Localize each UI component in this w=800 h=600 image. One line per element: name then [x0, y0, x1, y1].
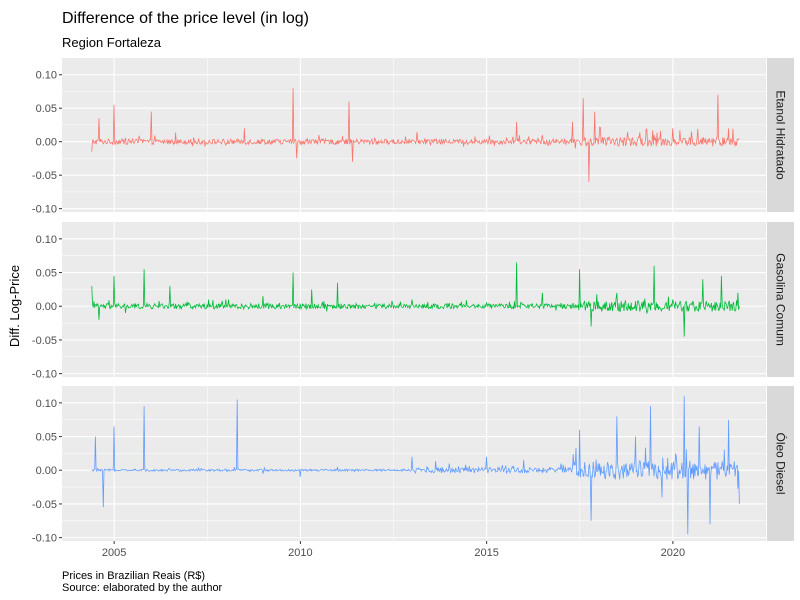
panel-background	[62, 386, 766, 541]
facet-strip	[767, 386, 794, 541]
y-tick-label: 0.00	[36, 301, 57, 313]
facet-strip-label: Óleo Diesel	[774, 432, 789, 494]
y-tick-label: 0.00	[36, 465, 57, 477]
x-tick-label: 2015	[474, 547, 498, 559]
facet-panel-3: -0.10 -0.05 0.00 0.05 0.10 Óleo Diesel	[32, 386, 794, 545]
y-tick-label: -0.05	[32, 170, 57, 182]
y-tick-label: 0.10	[36, 234, 57, 246]
y-axis-label: Diff. Log-Price	[7, 265, 22, 347]
y-tick-label: -0.10	[32, 204, 57, 216]
facet-strip-label: Gasolina Comum	[774, 253, 788, 346]
y-tick-label: 0.10	[36, 398, 57, 410]
series-line-3	[91, 396, 740, 535]
facet-strip-label: Etanol Hidratado	[774, 90, 788, 180]
y-tick-label: -0.10	[32, 533, 57, 545]
x-tick-label: 2010	[288, 547, 312, 559]
x-tick-label: 2005	[102, 547, 126, 559]
y-tick-label: 0.10	[36, 70, 57, 82]
y-tick-label: 0.05	[36, 268, 57, 280]
chart-title: Difference of the price level (in log)	[62, 10, 309, 27]
caption-line-1: Prices in Brazilian Reais (R$)	[62, 570, 205, 582]
caption-line-2: Source: elaborated by the author	[62, 582, 223, 594]
x-tick-label: 2020	[661, 547, 685, 559]
y-tick-label: -0.05	[32, 499, 57, 511]
facet-panel-1: -0.10 -0.05 0.00 0.05 0.10 Etanol Hidratado	[32, 58, 794, 216]
series-line-2	[91, 262, 740, 337]
y-tick-label: -0.05	[32, 335, 57, 347]
panel-background	[62, 58, 766, 212]
facet-strip	[767, 222, 794, 377]
facet-strip	[767, 58, 794, 212]
y-tick-label: 0.05	[36, 103, 57, 115]
y-tick-label: 0.00	[36, 137, 57, 149]
series-line-1	[91, 88, 740, 182]
y-tick-label: 0.05	[36, 432, 57, 444]
y-tick-label: -0.10	[32, 369, 57, 381]
facet-panel-2: -0.10 -0.05 0.00 0.05 0.10 Gasolina Comum	[32, 222, 794, 381]
panel-background	[62, 222, 766, 377]
chart-subtitle: Region Fortaleza	[62, 35, 162, 50]
